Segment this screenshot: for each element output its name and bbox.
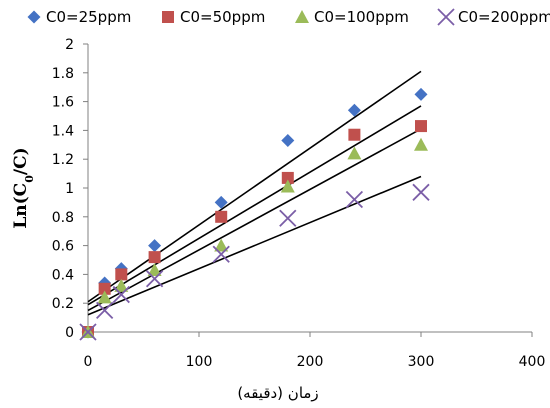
data-point-square	[215, 210, 228, 223]
trendline	[87, 70, 422, 303]
data-point-x-stroke	[112, 285, 130, 304]
data-point-triangle	[295, 10, 309, 23]
y-tick-label: 1.8	[52, 66, 74, 82]
legend-item: C0=200ppm	[437, 8, 550, 26]
x-axis-label: زمان (دقیقه)	[237, 384, 318, 402]
data-point-square	[162, 11, 174, 23]
legend: C0=25ppm C0=50ppm C0=100ppm C0=200ppm	[27, 8, 550, 26]
axes	[83, 43, 533, 337]
data-point-x	[279, 209, 297, 227]
data-point-triangle	[147, 263, 162, 277]
y-tick-label: 0.8	[52, 210, 74, 226]
data-point-x-stroke	[145, 270, 164, 288]
legend-label: C0=200ppm	[458, 8, 550, 26]
y-tick-label: 0	[65, 325, 74, 341]
data-point-x	[145, 270, 164, 288]
legend-item: C0=100ppm	[295, 8, 409, 26]
data-point-diamond	[148, 239, 162, 253]
y-tick-label: 1.4	[52, 123, 74, 139]
x-tick-label: 400	[519, 354, 546, 370]
data-point-diamond	[414, 87, 428, 101]
data-point-diamond	[347, 103, 361, 117]
y-axis-label-main: Ln(C	[11, 183, 31, 229]
data-point-x	[212, 245, 230, 263]
y-tick-label: 0.4	[52, 267, 74, 283]
data-point-x	[412, 183, 430, 201]
x-tick-label: 300	[408, 354, 435, 370]
data-point-square	[348, 128, 361, 141]
trendlines	[87, 70, 422, 316]
series-points	[81, 87, 428, 339]
y-tick-label: 1.2	[52, 152, 74, 168]
data-point-diamond	[27, 10, 41, 24]
data-point-triangle	[214, 238, 229, 252]
data-point-diamond	[214, 195, 228, 209]
data-points	[79, 87, 430, 341]
data-point-square	[281, 171, 294, 184]
data-point-square	[415, 120, 427, 133]
data-point-square	[98, 282, 111, 295]
data-point-triangle	[347, 146, 362, 160]
legend-label: C0=50ppm	[180, 8, 265, 26]
x-tick-label: 200	[297, 354, 324, 370]
data-point-x-stroke	[79, 323, 97, 341]
data-point-x	[96, 301, 114, 320]
trendline	[87, 105, 422, 306]
x-tick-label: 0	[84, 354, 93, 370]
y-axis-label-tail: /C)	[11, 147, 31, 175]
series-points	[82, 120, 427, 338]
y-axis-label: Ln(C0/C)	[11, 147, 36, 228]
data-point-x-stroke	[437, 8, 455, 26]
series-points	[79, 183, 430, 341]
x-tick-label: 100	[186, 354, 213, 370]
data-point-x	[345, 190, 364, 209]
y-tick-label: 2	[65, 37, 74, 53]
trendline	[87, 128, 422, 312]
data-point-square	[115, 268, 128, 281]
data-point-x-stroke	[345, 190, 364, 209]
data-point-triangle	[280, 179, 295, 193]
legend-item: C0=25ppm	[27, 8, 131, 26]
y-tick-label: 0.6	[52, 239, 74, 255]
x-tick-labels: 0 100 200 300 400	[84, 354, 546, 370]
data-point-x-stroke	[96, 301, 114, 320]
data-point-diamond	[281, 133, 295, 147]
trendline	[87, 175, 422, 316]
data-point-x-stroke	[212, 245, 230, 263]
y-tick-label: 1	[65, 181, 74, 197]
legend-item: C0=50ppm	[162, 8, 265, 26]
data-point-x-stroke	[279, 209, 297, 227]
data-point-triangle	[97, 290, 112, 304]
y-axis-label-subscript: 0	[23, 175, 36, 183]
series-points	[81, 137, 428, 338]
legend-label: C0=100ppm	[314, 8, 409, 26]
data-point-triangle	[114, 278, 129, 292]
data-point-triangle	[414, 137, 428, 151]
data-point-square	[148, 251, 161, 264]
data-point-x	[79, 323, 97, 341]
y-tick-label: 0.2	[52, 296, 74, 312]
data-point-x	[437, 8, 455, 26]
data-point-x-stroke	[412, 183, 430, 201]
legend-label: C0=25ppm	[46, 8, 131, 26]
y-tick-label: 1.6	[52, 95, 74, 111]
data-point-x	[112, 285, 130, 304]
y-tick-labels: 0 0.2 0.4 0.6 0.8 1 1.2 1.4 1.6 1.8 2	[52, 37, 74, 341]
